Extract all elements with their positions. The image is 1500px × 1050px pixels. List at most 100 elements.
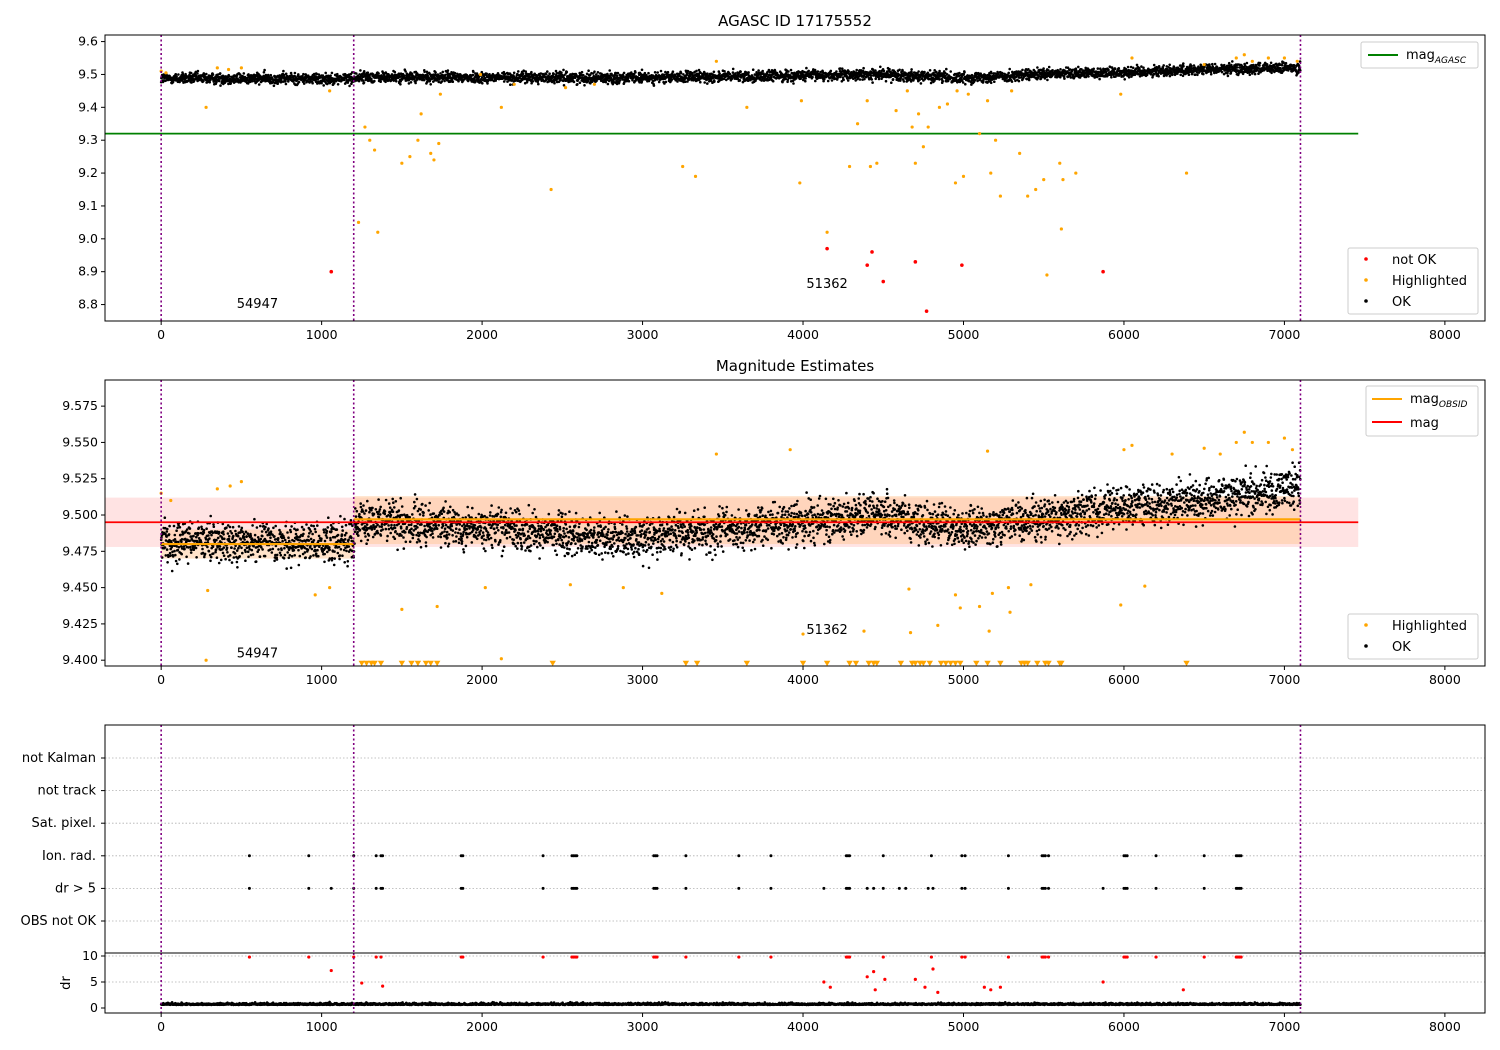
agasc-ok-point — [1087, 75, 1090, 78]
agasc-highlighted-point — [953, 181, 958, 185]
agasc-ok-point — [1021, 68, 1024, 72]
mag-ok-point — [241, 551, 244, 555]
agasc-ok-point — [509, 83, 512, 86]
mag-ok-point — [238, 555, 241, 558]
agasc-ok-point — [869, 74, 873, 77]
agasc-ok-point — [671, 70, 675, 73]
agasc-not-ok-point — [825, 246, 829, 251]
agasc-ok-point — [409, 81, 413, 84]
mag-ok-point — [209, 559, 212, 563]
agasc-ok-point — [208, 80, 211, 84]
mag-ok-point — [219, 558, 223, 562]
agasc-ok-point — [284, 80, 287, 83]
agasc-highlighted-point — [1282, 56, 1287, 60]
agasc-ok-point — [395, 80, 398, 83]
agasc-ok-point — [1193, 73, 1197, 76]
agasc-ok-point — [1258, 64, 1261, 67]
mag-ok-point — [173, 538, 177, 541]
mag-ok-point — [264, 525, 267, 529]
agasc-ok-point — [440, 80, 444, 83]
mag-ok-point — [173, 533, 177, 537]
agasc-ok-point — [699, 80, 702, 84]
mag-ok-point — [240, 546, 243, 550]
agasc-highlighted-point — [419, 112, 423, 116]
agasc-ok-point — [647, 71, 650, 75]
agasc-highlighted-point — [1045, 273, 1049, 277]
mag-ok-point — [225, 526, 228, 529]
agasc-ok-point — [1202, 72, 1205, 76]
mag-ok-point — [225, 546, 229, 550]
mag-ok-point — [235, 549, 239, 552]
agasc-ok-point — [175, 75, 178, 78]
agasc-ok-point — [910, 68, 913, 71]
mag-ok-point — [192, 534, 195, 538]
agasc-ok-point — [322, 84, 326, 87]
agasc-highlighted-point — [437, 141, 441, 146]
agasc-ok-point — [804, 77, 807, 80]
mag-ok-point — [235, 560, 239, 564]
agasc-ok-point — [826, 79, 830, 83]
agasc-ok-point — [608, 69, 611, 72]
agasc-xtick-label-4000: 4000 — [787, 327, 819, 342]
mag-ok-point — [226, 532, 230, 535]
agasc-ok-point — [713, 80, 716, 83]
agasc-ok-point — [978, 77, 982, 81]
agasc-ok-point — [632, 73, 636, 76]
agasc-highlighted-point — [499, 105, 503, 109]
mag-ok-point — [212, 525, 216, 528]
agasc-xtick-label-6000: 6000 — [1108, 327, 1140, 342]
mag-ok-point — [251, 539, 254, 542]
mag-ok-point — [180, 552, 183, 556]
agasc-ok-point — [923, 70, 926, 74]
mag-ok-point — [214, 548, 218, 551]
mag-ok-point — [253, 517, 256, 521]
agasc-highlighted-point — [905, 89, 909, 93]
agasc-ytick-label-8: 9.6 — [78, 34, 98, 49]
agasc-ok-point — [606, 82, 610, 86]
agasc-ok-point — [842, 78, 845, 82]
agasc-ok-point — [1142, 66, 1145, 69]
agasc-ok-point — [587, 69, 590, 72]
mag-ok-point — [259, 524, 262, 528]
agasc-ok-point — [1182, 62, 1185, 65]
mag-ok-point — [180, 538, 184, 541]
agasc-highlighted-point — [408, 155, 412, 159]
agasc-ok-point — [789, 68, 793, 72]
agasc-ok-point — [1027, 78, 1031, 82]
agasc-ok-point — [990, 72, 993, 75]
mag-ok-point — [174, 553, 177, 557]
agasc-ok-point — [814, 79, 817, 83]
agasc-ok-point — [963, 70, 966, 74]
mag-ok-point — [211, 531, 215, 535]
agasc-ok-point — [616, 71, 620, 75]
mag-ok-point — [176, 548, 180, 552]
agasc-ok-point — [1196, 73, 1199, 77]
agasc-ok-point — [855, 68, 858, 72]
agasc-ok-point — [330, 71, 334, 75]
agasc-ok-point — [361, 79, 365, 82]
agasc-ok-point — [444, 73, 447, 77]
agasc-highlighted-point — [416, 138, 420, 142]
agasc-ok-point — [429, 83, 433, 86]
agasc-ok-point — [871, 68, 875, 71]
agasc-ok-point — [379, 80, 383, 83]
mag-ok-point — [195, 556, 198, 559]
agasc-ok-point — [218, 72, 222, 75]
agasc-ok-point — [835, 70, 838, 73]
agasc-ok-point — [553, 81, 556, 85]
agasc-ok-point — [996, 72, 1000, 76]
agasc-ok-point — [1182, 64, 1185, 68]
agasc-highlighted-point — [1119, 92, 1123, 96]
agasc-ok-point — [1046, 78, 1049, 82]
agasc-ok-point — [1209, 70, 1213, 74]
agasc-ok-point — [282, 73, 286, 77]
mag-ok-point — [179, 533, 182, 537]
mag-ok-point — [186, 562, 190, 565]
agasc-highlighted-point — [985, 99, 990, 103]
agasc-ok-point — [890, 81, 893, 84]
agasc-ok-point — [1171, 73, 1174, 76]
agasc-highlighted-point — [799, 99, 804, 103]
agasc-ok-point — [917, 70, 920, 73]
agasc-ok-point — [1077, 65, 1080, 69]
